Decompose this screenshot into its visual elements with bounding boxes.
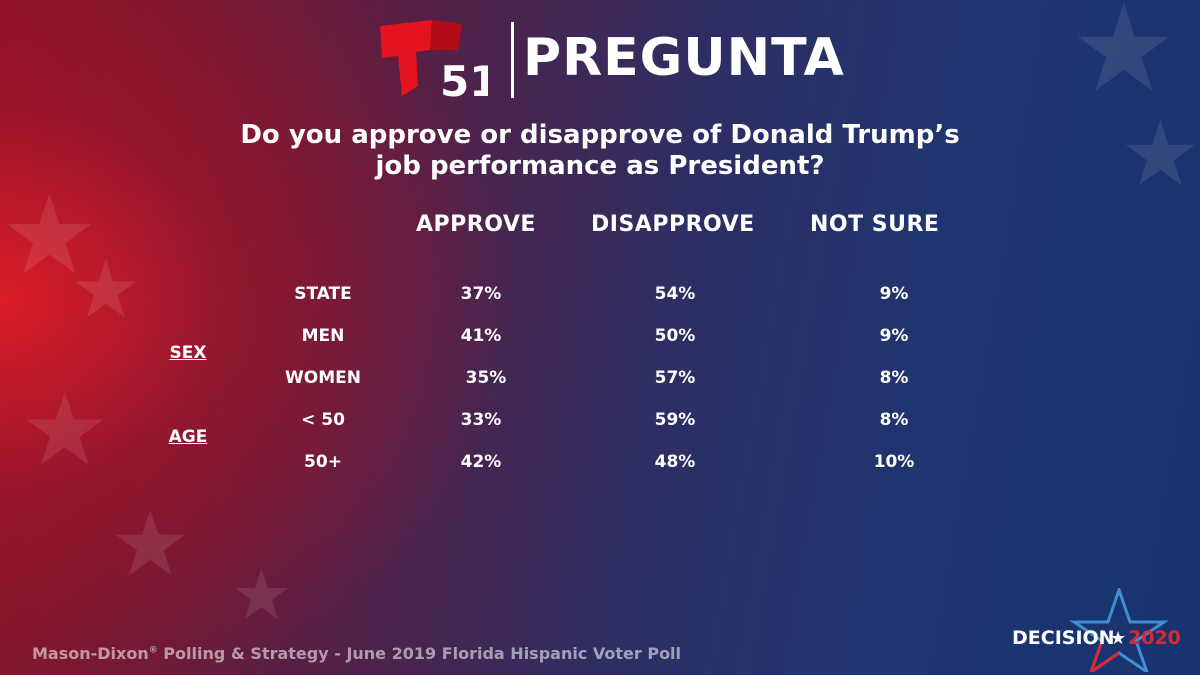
background-star-icon: ★ (230, 554, 293, 636)
logo-channel-number: 51 (440, 57, 488, 100)
source-pollster: Mason-Dixon (32, 644, 149, 663)
registered-mark: ® (148, 645, 158, 656)
cell-men-disapprove: 50% (654, 326, 696, 346)
segment-title: PREGUNTA (523, 28, 845, 88)
cell-state-not-sure: 9% (879, 284, 909, 304)
cell-state-disapprove: 54% (654, 284, 696, 304)
question-line-1: Do you approve or disapprove of Donald T… (240, 120, 960, 150)
cell-women-not-sure: 8% (879, 368, 909, 388)
row-label-state: STATE (294, 284, 352, 304)
poll-question: Do you approve or disapprove of Donald T… (150, 120, 1050, 182)
row-label-50-plus: 50+ (304, 452, 342, 472)
decision-year: 2020 (1128, 627, 1180, 649)
row-label-women: WOMEN (285, 368, 361, 388)
row-label-men: MEN (301, 326, 345, 346)
column-header-disapprove: DISAPPROVE (591, 212, 755, 237)
question-line-2: job performance as President? (375, 151, 825, 181)
decision-2020-logo: DECISION ★ 2020 (1012, 588, 1180, 672)
background-star-icon: ★ (0, 171, 99, 299)
source-description: Polling & Strategy - June 2019 Florida H… (157, 644, 682, 663)
group-label-age: AGE (168, 427, 208, 447)
cell-state-approve: 37% (460, 284, 502, 304)
cell-men-not-sure: 9% (879, 326, 909, 346)
decision-word: DECISION (1012, 627, 1115, 649)
cell-women-disapprove: 57% (654, 368, 696, 388)
column-header-not-sure: NOT SURE (810, 212, 940, 237)
row-label-under-50: < 50 (301, 410, 345, 430)
cell-men-approve: 41% (460, 326, 502, 346)
source-credit: Mason-Dixon® Polling & Strategy - June 2… (32, 644, 681, 663)
cell-women-approve: 35% (465, 368, 507, 388)
background-star-icon: ★ (20, 371, 110, 488)
background-star-icon: ★ (1070, 0, 1178, 119)
telemundo-logo: 51 (380, 20, 488, 100)
column-header-approve: APPROVE (416, 212, 536, 237)
background-star-icon: ★ (110, 492, 191, 597)
cell-50-plus-disapprove: 48% (654, 452, 696, 472)
cell-50-plus-not-sure: 10% (873, 452, 915, 472)
cell-under-50-approve: 33% (460, 410, 502, 430)
logo-divider (511, 22, 514, 98)
group-label-sex: SEX (169, 343, 207, 363)
background-star-icon: ★ (1120, 102, 1200, 207)
cell-50-plus-approve: 42% (460, 452, 502, 472)
cell-under-50-disapprove: 59% (654, 410, 696, 430)
decision-star-icon: ★ (1110, 628, 1126, 649)
background-star-icon: ★ (70, 243, 142, 336)
cell-under-50-not-sure: 8% (879, 410, 909, 430)
